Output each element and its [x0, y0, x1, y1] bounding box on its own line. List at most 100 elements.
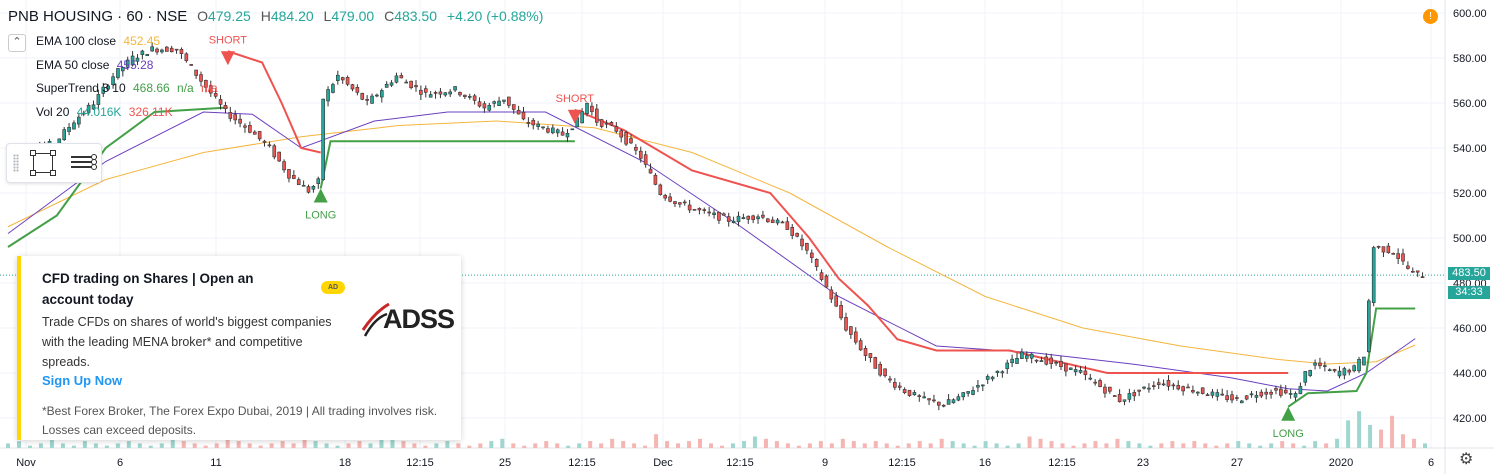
- volume-bar: [1181, 443, 1186, 448]
- drag-handle-icon[interactable]: [13, 154, 19, 172]
- candle-body: [526, 122, 531, 124]
- candle-body: [233, 114, 238, 121]
- candle-body: [106, 85, 110, 90]
- ad-banner[interactable]: CFD trading on Shares | Open an account …: [17, 256, 461, 440]
- volume-bar: [610, 438, 615, 448]
- candle-body: [463, 94, 467, 97]
- volume-bar: [818, 441, 823, 448]
- candle-body: [629, 138, 633, 144]
- candle-body: [829, 289, 834, 300]
- candle-body: [766, 218, 770, 223]
- candle-body: [995, 370, 1000, 373]
- adss-logo-text: ADSS: [383, 304, 455, 334]
- candle-body: [1073, 369, 1078, 373]
- volume-bar: [994, 443, 999, 448]
- candle-body: [184, 53, 189, 61]
- candle-body: [150, 46, 154, 52]
- candle-body: [1279, 388, 1283, 396]
- indicator-legend: ⌃ EMA 100 close 452.45 EMA 50 close 455.2…: [8, 30, 218, 124]
- candle-body: [619, 130, 624, 138]
- volume-bar: [1401, 434, 1406, 448]
- ad-title[interactable]: CFD trading on Shares | Open an account …: [42, 271, 254, 307]
- volume-bar: [1115, 438, 1120, 448]
- volume-bar: [807, 443, 812, 448]
- candle-body: [590, 105, 594, 112]
- volume-bar: [82, 441, 87, 448]
- long-signal-arrow: [313, 188, 328, 203]
- price-tick-label: 560.00: [1453, 98, 1487, 110]
- candle-body: [541, 126, 545, 129]
- price-tick-label: 540.00: [1453, 143, 1487, 155]
- volume-value: 44.016K: [76, 104, 122, 119]
- candle-body: [614, 126, 619, 132]
- candle-body: [878, 363, 882, 376]
- candle-body: [1098, 380, 1102, 388]
- ad-badge: AD: [321, 281, 345, 294]
- low-value: 479.00: [331, 8, 375, 24]
- supertrend-value: 468.66: [132, 81, 170, 95]
- time-tick-label: 12:15: [406, 457, 434, 469]
- supertrend-up-line: [7, 106, 228, 248]
- candle-body: [360, 92, 365, 100]
- volume-bar: [1368, 425, 1373, 448]
- volume-bar: [115, 443, 120, 448]
- volume-bar: [1049, 441, 1054, 448]
- gear-icon[interactable]: ⚙: [1459, 451, 1474, 468]
- candle-body: [1396, 253, 1400, 259]
- candle-body: [130, 55, 135, 66]
- candle-body: [194, 69, 198, 76]
- candle-body: [985, 376, 990, 380]
- volume-bar: [763, 438, 768, 448]
- time-tick-label: 12:15: [726, 457, 754, 469]
- volume-bar: [500, 438, 505, 448]
- close-label: C: [384, 8, 395, 24]
- supertrend-down-line: [227, 50, 321, 154]
- volume-bar: [599, 443, 604, 448]
- low-label: L: [323, 8, 332, 24]
- candle-body: [697, 208, 702, 211]
- chevron-up-icon[interactable]: ⌃: [8, 34, 26, 52]
- candle-body: [634, 146, 638, 151]
- candle-body: [1274, 388, 1278, 391]
- ema100-name: EMA 100 close: [36, 34, 117, 48]
- symbol-title[interactable]: PNB HOUSING · 60 · NSE: [8, 8, 188, 25]
- legend-ema50[interactable]: EMA 50 close 455.28: [8, 54, 218, 78]
- candle-body: [86, 104, 91, 113]
- volume-bar: [522, 445, 527, 448]
- candle-body: [912, 392, 917, 396]
- alert-icon[interactable]: !: [1423, 9, 1438, 24]
- candle-body: [951, 399, 956, 404]
- candle-body: [1083, 370, 1088, 376]
- volume-bar: [1269, 443, 1274, 448]
- volume-bar: [346, 443, 351, 448]
- candle-body: [849, 326, 853, 335]
- sign-up-link[interactable]: Sign Up Now: [42, 373, 123, 388]
- candle-body: [1108, 386, 1112, 392]
- price-tick-label: 600.00: [1453, 8, 1487, 20]
- volume-bar: [1280, 441, 1285, 448]
- volume-bar: [961, 443, 966, 448]
- candle-body: [345, 77, 350, 85]
- rectangle-tool-icon[interactable]: [30, 150, 56, 176]
- candle-body: [844, 317, 848, 331]
- volume-bar: [390, 434, 395, 448]
- volume-bar: [247, 443, 252, 448]
- legend-supertrend[interactable]: SuperTrend 3 10 468.66 n/a n/a: [8, 77, 218, 101]
- volume-bar: [1313, 441, 1318, 448]
- candle-body: [497, 100, 501, 106]
- candle-body: [438, 91, 443, 95]
- volume-bar: [884, 443, 889, 448]
- candle-body: [316, 178, 321, 184]
- candle-body: [521, 111, 526, 120]
- long-signal-arrow: [1281, 406, 1296, 421]
- legend-ema100[interactable]: ⌃ EMA 100 close 452.45: [8, 30, 218, 54]
- object-tree-icon[interactable]: [71, 153, 97, 171]
- adss-logo[interactable]: ADSS: [361, 300, 455, 340]
- time-tick-label: Nov: [16, 457, 36, 469]
- volume-bar: [785, 443, 790, 448]
- legend-volume[interactable]: Vol 20 44.016K 326.11K: [8, 101, 218, 125]
- candle-body: [1254, 395, 1259, 398]
- candle-body: [213, 93, 218, 97]
- ema50-line: [7, 111, 1416, 392]
